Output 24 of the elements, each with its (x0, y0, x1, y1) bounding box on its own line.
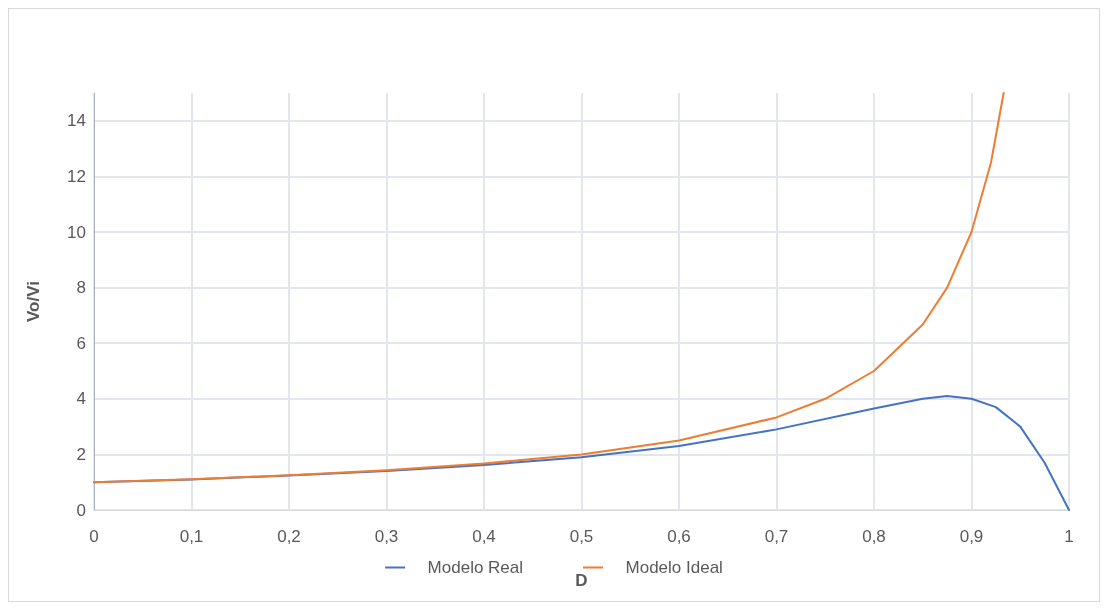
y-tick-label: 4 (76, 389, 86, 409)
x-tick-label: 0,7 (764, 527, 789, 546)
x-tick-label: 0,1 (179, 527, 204, 546)
y-tick-label: 8 (76, 278, 86, 298)
x-tick-label: 0,8 (862, 527, 886, 546)
line-series (93, 92, 1005, 484)
x-tick-label: 0,9 (959, 527, 984, 546)
x-tick-label: 0 (89, 527, 99, 546)
y-tick-label: 0 (76, 500, 86, 520)
y-tick-label: 12 (67, 166, 86, 186)
x-tick-label: 0,6 (667, 527, 691, 546)
x-axis-title: D (575, 571, 588, 590)
y-tick-label: 6 (76, 333, 86, 353)
x-tick-label: 0,5 (569, 527, 594, 546)
legend-label: Modelo Ideal (625, 558, 723, 577)
y-tick-label: 10 (67, 222, 86, 242)
x-tick-label: 0,3 (374, 527, 399, 546)
x-tick-label: 1 (1064, 527, 1074, 546)
legend-label: Modelo Real (427, 558, 524, 577)
y-axis-title: Vo/Vi (24, 281, 43, 322)
x-tick-label: 0,2 (277, 527, 301, 546)
x-tick-label: 0,4 (472, 527, 496, 546)
y-tick-label: 2 (76, 444, 86, 464)
y-tick-label: 14 (67, 111, 86, 131)
